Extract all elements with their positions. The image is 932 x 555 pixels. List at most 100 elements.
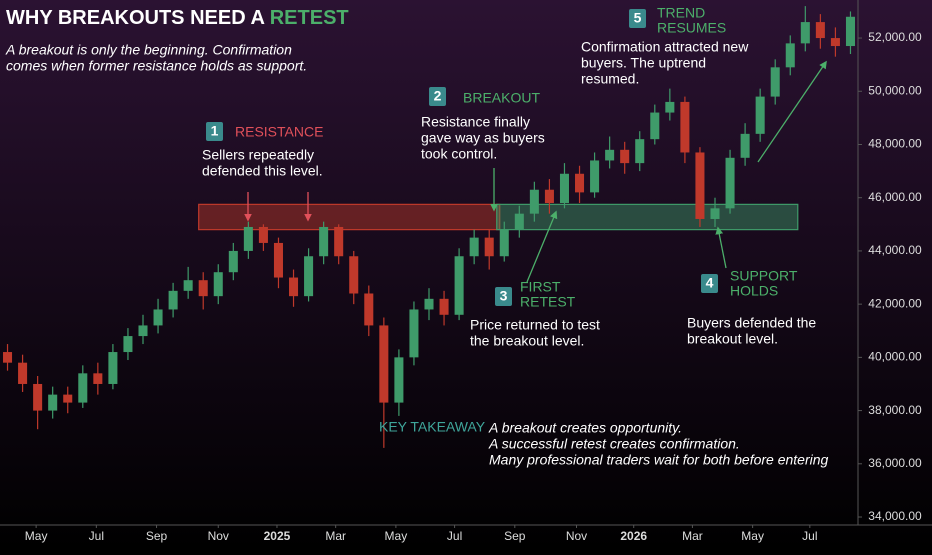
y-tick-label: 34,000.00 [868,509,922,523]
zone [198,203,501,231]
badge-number: 1 [211,123,219,139]
candle-body [78,373,88,403]
y-tick-label: 48,000.00 [868,137,922,151]
annotation-title: BREAKOUT [463,90,540,106]
candle-body [785,43,795,68]
candle-body [484,237,494,257]
badge [429,87,446,106]
candle-body [590,160,600,193]
annotation-text: gave way as buyers [421,130,545,146]
annotation-title: FIRST [520,279,561,295]
x-tick-label: Jul [89,529,104,543]
annotation-text: defended this level. [202,163,323,179]
annotation-text: took control. [421,146,497,162]
candle-body [48,394,58,411]
candle-body [409,309,419,358]
annotation-text: the breakout level. [470,333,584,349]
candle-body [680,101,690,153]
badge [701,274,718,293]
annotation-text: Buyers defended the [687,315,816,331]
candle-body [665,101,675,113]
candle-body [439,298,449,315]
candle-body [770,67,780,97]
candle-body [93,373,103,384]
x-tick-label: 2025 [264,529,291,543]
y-tick-label: 40,000.00 [868,350,922,364]
annotation-title: RETEST [520,294,576,310]
candle-body [168,290,178,310]
badge-number: 5 [634,10,642,26]
badge-number: 2 [434,88,442,104]
y-tick-label: 36,000.00 [868,456,922,470]
candle-body [725,157,735,209]
candle-body [394,357,404,403]
candle-body [740,133,750,158]
candle-body [755,96,765,134]
badge [629,9,646,28]
annotation-text: Sellers repeatedly [202,147,314,163]
x-tick-label: Mar [325,529,346,543]
candle-body [243,226,253,251]
candle-body [304,256,314,297]
candle-body [499,229,509,257]
candle-body [469,237,479,257]
candle-body [273,242,283,278]
x-tick-label: May [741,529,764,543]
y-tick-label: 42,000.00 [868,296,922,310]
takeaway-text: Many professional traders wait for both … [489,452,829,468]
badge [495,287,512,306]
candle-body [424,298,434,310]
annotation-text: resumed. [581,71,639,87]
arrow [757,60,827,163]
y-tick-label: 52,000.00 [868,30,922,44]
annotation-title: SUPPORT [730,268,798,284]
candle-body [815,22,825,39]
candle-body [63,394,73,403]
y-tick-label: 44,000.00 [868,243,922,257]
candle-body [575,173,585,193]
y-tick-label: 46,000.00 [868,190,922,204]
takeaway-text: A breakout creates opportunity. [488,420,682,436]
chart-title: WHY BREAKOUTS NEED A RETEST [6,7,349,29]
candle-body [529,189,539,214]
annotation-text: Resistance finally [421,114,530,130]
candle-body [830,38,840,47]
candle-body [379,325,389,403]
subtitle: comes when former resistance holds as su… [6,58,307,74]
annotation-title: RESISTANCE [235,124,323,140]
annotation-title: RESUMES [657,20,726,36]
annotation-text: breakout level. [687,331,778,347]
y-tick-label: 50,000.00 [868,83,922,97]
annotation-text: Confirmation attracted new [581,39,749,55]
candle-body [845,16,855,47]
candle-body [635,139,645,164]
badge-number: 4 [706,275,714,291]
arrow [526,210,558,283]
badge [206,122,223,141]
candle-body [710,208,720,219]
candle-body [800,22,810,44]
candle-body [454,256,464,315]
candle-body [198,280,208,297]
candle-body [349,256,359,294]
candle-body [620,149,630,164]
candle-body [228,250,238,273]
candle-body [183,280,193,291]
annotation-text: Price returned to test [470,317,600,333]
candle-body [289,277,299,297]
candle-body [123,336,133,353]
candle-body [108,352,118,384]
x-tick-label: Sep [504,529,526,543]
arrow [715,226,727,269]
candle-body [3,352,13,363]
annotation-text: buyers. The uptrend [581,55,706,71]
candle-body [153,309,163,326]
x-tick-label: May [25,529,48,543]
candle-body [33,383,43,411]
x-tick-label: May [385,529,408,543]
candle-body [695,152,705,219]
candle-body [213,272,223,297]
candle-body [364,293,374,326]
candle-body [319,226,329,257]
